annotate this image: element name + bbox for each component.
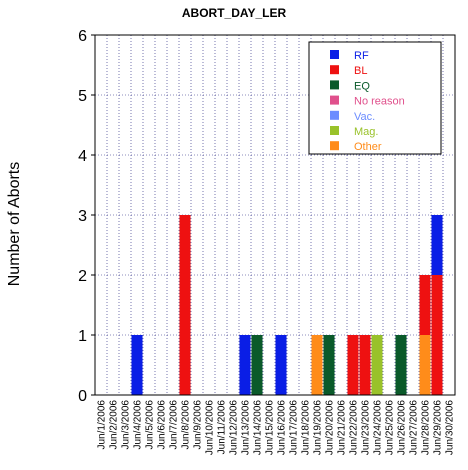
legend-label: BL — [354, 65, 367, 77]
bar-segment — [239, 335, 251, 395]
x-tick-label: Jun/3/2006 — [121, 400, 132, 450]
legend-label: Vac. — [354, 111, 375, 123]
x-tick-label: Jun/25/2006 — [385, 400, 396, 455]
x-tick-label: Jun/12/2006 — [229, 400, 240, 455]
y-tick-label: 4 — [78, 148, 87, 165]
legend-label: No reason — [354, 96, 405, 108]
chart-title: ABORT_DAY_LER — [181, 6, 287, 20]
legend-swatch — [330, 126, 339, 135]
x-tick-label: Jun/28/2006 — [421, 400, 432, 455]
bar-segment — [419, 335, 431, 395]
bar-segment — [395, 335, 407, 395]
bar-segment — [359, 335, 371, 395]
legend-label: Other — [354, 141, 382, 153]
x-tick-label: Jun/6/2006 — [157, 400, 168, 450]
x-tick-label: Jun/24/2006 — [373, 400, 384, 455]
y-tick-label: 5 — [78, 88, 87, 105]
x-tick-label: Jun/29/2006 — [433, 400, 444, 455]
x-tick-label: Jun/16/2006 — [277, 400, 288, 455]
legend-swatch — [330, 80, 339, 90]
legend-label: EQ — [354, 80, 370, 92]
bar-segment — [431, 275, 443, 395]
bar-segment — [419, 275, 431, 335]
x-tick-label: Jun/18/2006 — [301, 400, 312, 455]
bar-segment — [179, 215, 191, 395]
bars — [131, 215, 443, 395]
x-tick-label: Jun/27/2006 — [409, 400, 420, 455]
bar-segment — [131, 335, 143, 395]
bar-segment — [431, 215, 443, 275]
x-tick-label: Jun/23/2006 — [361, 400, 372, 455]
bar-segment — [275, 335, 287, 395]
x-tick-label: Jun/22/2006 — [349, 400, 360, 455]
bar-segment — [347, 335, 359, 395]
x-tick-label: Jun/14/2006 — [253, 400, 264, 455]
x-tick-label: Jun/13/2006 — [241, 400, 252, 455]
x-tick-label: Jun/7/2006 — [169, 400, 180, 450]
y-tick-label: 2 — [78, 268, 87, 285]
y-tick-label: 0 — [78, 388, 87, 405]
x-tick-label: Jun/9/2006 — [193, 400, 204, 450]
x-tick-label: Jun/1/2006 — [97, 400, 108, 450]
bar-segment — [323, 335, 335, 395]
x-tick-label: Jun/19/2006 — [313, 400, 324, 455]
y-tick-label: 1 — [78, 328, 87, 345]
y-tick-label: 6 — [78, 28, 87, 45]
x-tick-label: Jun/5/2006 — [145, 400, 156, 450]
x-ticks: Jun/1/2006 Jun/2/2006 Jun/3/2006 Jun/4/2006… — [97, 400, 456, 455]
x-tick-label: Jun/20/2006 — [325, 400, 336, 455]
x-tick-label: Jun/26/2006 — [397, 400, 408, 455]
legend-swatch — [330, 110, 339, 120]
x-tick-label: Jun/15/2006 — [265, 400, 276, 455]
x-tick-label: Jun/21/2006 — [337, 400, 348, 455]
legend-swatch — [330, 65, 339, 75]
bar-segment — [371, 335, 383, 395]
legend-swatch — [330, 95, 339, 105]
legend: RF BL EQ No reason Vac. Mag. Other — [308, 41, 442, 155]
x-tick-label: Jun/2/2006 — [109, 400, 120, 450]
x-tick-label: Jun/17/2006 — [289, 400, 300, 455]
bar-segment — [311, 335, 323, 395]
x-tick-label: Jun/10/2006 — [205, 400, 216, 455]
y-tick-label: 3 — [78, 208, 87, 225]
x-tick-label: Jun/8/2006 — [181, 400, 192, 450]
bar-segment — [251, 335, 263, 395]
legend-label: RF — [354, 50, 369, 62]
y-ticks: 0 1 2 3 4 5 6 — [78, 28, 95, 405]
legend-swatch — [330, 141, 339, 151]
x-tick-label: Jun/11/2006 — [217, 400, 228, 455]
x-tick-label: Jun/30/2006 — [445, 400, 456, 455]
legend-swatch — [330, 50, 339, 59]
x-tick-label: Jun/4/2006 — [133, 400, 144, 450]
legend-label: Mag. — [354, 126, 378, 138]
